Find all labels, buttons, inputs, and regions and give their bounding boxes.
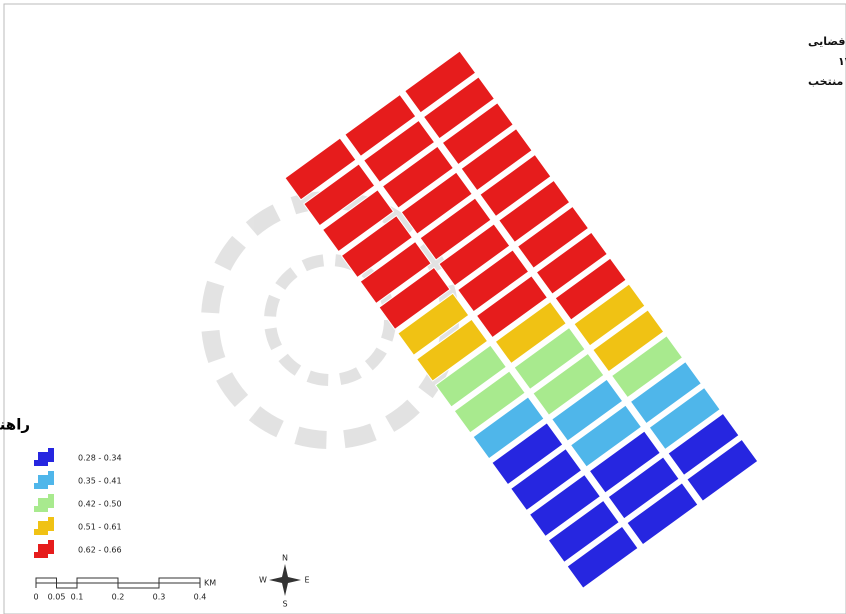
legend-title: راهنما (0, 416, 30, 434)
city-block (528, 473, 602, 538)
city-block (648, 386, 721, 451)
title-line: و متغیرهای توضیح دهنده منتخب (808, 75, 846, 88)
city-block (532, 352, 605, 416)
title-line: ضریب تعیین محلی مدل رگرسیون وزنی فضایی (808, 35, 846, 48)
city-block (498, 179, 571, 243)
block-layer (284, 50, 759, 589)
scale-label: 0 (33, 593, 38, 602)
city-block (551, 378, 624, 442)
city-block (441, 102, 514, 166)
legend-label: 0.62 - 0.66 (78, 546, 122, 555)
scale-label: 0.05 (48, 593, 66, 602)
scale-segment (56, 582, 78, 589)
city-block (513, 326, 586, 391)
compass-rose (269, 564, 301, 596)
compass-e: E (304, 576, 309, 585)
city-block (340, 214, 414, 279)
city-block (400, 171, 473, 235)
scale-segment (117, 582, 160, 589)
city-block (629, 361, 703, 425)
city-block (479, 153, 552, 218)
city-block (344, 93, 417, 158)
city-block (422, 76, 496, 140)
frame (3, 3, 846, 614)
scale-label: 0.4 (194, 593, 207, 602)
city-block (535, 231, 608, 295)
city-block (457, 249, 530, 313)
city-block (573, 283, 646, 347)
city-block (284, 137, 357, 201)
city-block (381, 145, 455, 209)
city-block (359, 240, 432, 305)
city-block (453, 370, 526, 434)
legend: 0.28 - 0.34 0.35 - 0.41 0.42 - 0.50 0.51 - … (34, 448, 122, 558)
city-block (434, 344, 508, 408)
city-block (494, 300, 567, 365)
city-block (378, 266, 451, 330)
scale-unit: KM (204, 579, 216, 588)
city-block (592, 309, 665, 373)
legend-swatch (34, 540, 54, 558)
legend-label: 0.42 - 0.50 (78, 500, 122, 509)
legend-swatch (34, 448, 54, 466)
scale-segment (76, 577, 119, 584)
legend-label: 0.28 - 0.34 (78, 454, 122, 463)
scale-label: 0.2 (112, 593, 125, 602)
city-block (547, 499, 620, 563)
legend-label: 0.35 - 0.41 (78, 477, 122, 486)
city-block (554, 257, 627, 321)
city-block (415, 318, 489, 382)
city-block (686, 438, 759, 502)
scale-bar: 0 0.05 0.1 0.2 0.3 0.4 KM (33, 577, 216, 602)
city-block (607, 456, 680, 520)
legend-swatch (34, 471, 54, 489)
city-block (475, 275, 549, 339)
legend-swatch (34, 494, 54, 512)
city-block (472, 396, 545, 460)
scale-label: 0.1 (71, 593, 84, 602)
scale-segment (35, 577, 57, 584)
scale-label: 0.3 (153, 593, 166, 602)
city-block (588, 430, 661, 494)
city-block (491, 422, 564, 486)
city-block (404, 50, 477, 114)
city-block (516, 205, 590, 269)
city-block (438, 223, 511, 287)
compass-s: S (282, 600, 287, 609)
scale-segment (158, 577, 201, 584)
city-block (460, 128, 533, 192)
city-block (362, 119, 436, 183)
city-block (667, 412, 740, 476)
compass-n: N (282, 554, 288, 563)
city-block (303, 163, 376, 227)
city-block (397, 292, 470, 356)
city-block (510, 447, 583, 512)
city-block (321, 189, 395, 253)
city-block (419, 197, 492, 261)
title-line: بین نرخ رشد خانوار در محله ایثار بین سال… (838, 55, 846, 68)
legend-label: 0.51 - 0.61 (78, 523, 122, 532)
city-block (566, 525, 639, 589)
city-block (626, 482, 699, 546)
city-block (610, 335, 684, 399)
compass: N S W E (259, 554, 309, 609)
compass-w: W (259, 576, 267, 585)
city-block (569, 404, 643, 468)
legend-swatch (34, 517, 54, 535)
